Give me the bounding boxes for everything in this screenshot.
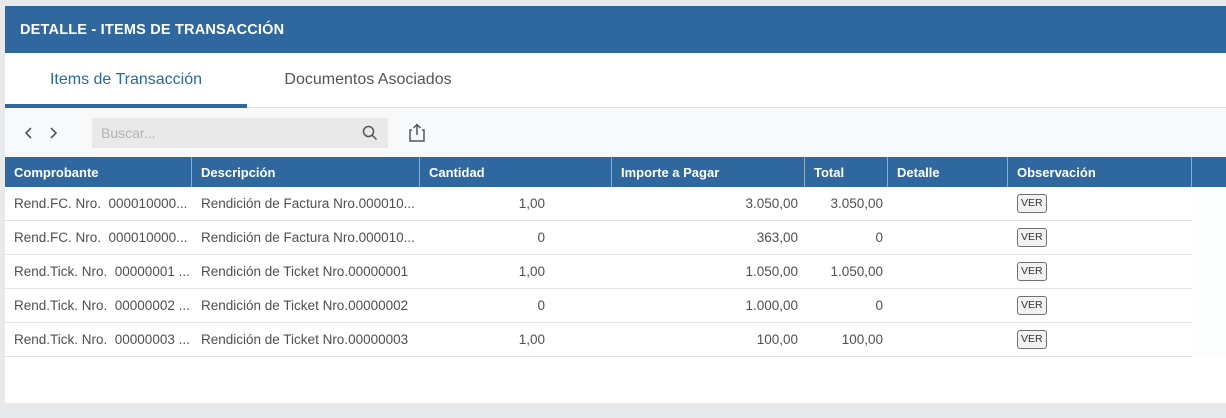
table-body: Rend.FC. Nro. 000010000... Rendición de … bbox=[5, 187, 1226, 357]
cell-total: 1.050,00 bbox=[805, 255, 888, 289]
cell-importe-a-pagar: 1.000,00 bbox=[612, 289, 805, 323]
cell-spacer bbox=[1192, 289, 1226, 323]
cell-spacer bbox=[1192, 187, 1226, 221]
column-header-descripcion[interactable]: Descripción bbox=[192, 157, 420, 187]
cell-observacion: VER bbox=[1008, 255, 1192, 289]
ver-button[interactable]: VER bbox=[1017, 262, 1047, 281]
table-empty-space bbox=[5, 357, 1226, 403]
cell-comprobante: Rend.Tick. Nro. 00000001 ... bbox=[5, 255, 192, 289]
cell-descripcion: Rendición de Ticket Nro.00000002 bbox=[192, 289, 420, 323]
search-box bbox=[92, 117, 388, 148]
cell-detalle bbox=[888, 289, 1008, 323]
cell-total: 0 bbox=[805, 289, 888, 323]
tab-items-de-transaccion[interactable]: Items de Transacción bbox=[5, 53, 247, 108]
cell-comprobante: Rend.FC. Nro. 000010000... bbox=[5, 187, 192, 221]
column-header-comprobante[interactable]: Comprobante bbox=[5, 157, 192, 187]
cell-total: 3.050,00 bbox=[805, 187, 888, 221]
tab-label: Items de Transacción bbox=[49, 71, 203, 88]
prev-page-button[interactable] bbox=[18, 122, 39, 144]
tab-documentos-asociados[interactable]: Documentos Asociados bbox=[247, 53, 489, 107]
panel-title-bar: DETALLE - ITEMS DE TRANSACCIÓN bbox=[5, 6, 1226, 53]
panel-title: DETALLE - ITEMS DE TRANSACCIÓN bbox=[20, 21, 285, 38]
table-header-row: Comprobante Descripción Cantidad Importe… bbox=[5, 157, 1226, 187]
chevron-right-icon bbox=[47, 126, 60, 140]
cell-detalle bbox=[888, 221, 1008, 255]
export-button[interactable] bbox=[403, 118, 431, 148]
cell-spacer bbox=[1192, 221, 1226, 255]
cell-cantidad: 1,00 bbox=[420, 323, 612, 357]
active-tab-indicator bbox=[5, 104, 247, 108]
ver-button[interactable]: VER bbox=[1017, 296, 1047, 315]
next-page-button[interactable] bbox=[43, 122, 64, 144]
chevron-left-icon bbox=[22, 126, 35, 140]
table-row[interactable]: Rend.Tick. Nro. 00000003 ... Rendición d… bbox=[5, 323, 1226, 357]
table-toolbar bbox=[5, 108, 1226, 157]
cell-observacion: VER bbox=[1008, 323, 1192, 357]
cell-cantidad: 0 bbox=[420, 221, 612, 255]
table-row[interactable]: Rend.FC. Nro. 000010000... Rendición de … bbox=[5, 221, 1226, 255]
ver-button[interactable]: VER bbox=[1017, 228, 1047, 247]
column-header-total[interactable]: Total bbox=[805, 157, 888, 187]
column-header-importe-a-pagar[interactable]: Importe a Pagar bbox=[612, 157, 805, 187]
cell-importe-a-pagar: 100,00 bbox=[612, 323, 805, 357]
cell-descripcion: Rendición de Ticket Nro.00000001 bbox=[192, 255, 420, 289]
cell-cantidad: 1,00 bbox=[420, 187, 612, 221]
cell-comprobante: Rend.Tick. Nro. 00000003 ... bbox=[5, 323, 192, 357]
cell-detalle bbox=[888, 323, 1008, 357]
cell-descripcion: Rendición de Factura Nro.000010... bbox=[192, 221, 420, 255]
cell-detalle bbox=[888, 187, 1008, 221]
cell-total: 100,00 bbox=[805, 323, 888, 357]
ver-button[interactable]: VER bbox=[1017, 330, 1047, 349]
cell-spacer bbox=[1192, 255, 1226, 289]
tab-bar: Items de Transacción Documentos Asociado… bbox=[5, 53, 1226, 108]
cell-observacion: VER bbox=[1008, 187, 1192, 221]
table-row[interactable]: Rend.Tick. Nro. 00000002 ... Rendición d… bbox=[5, 289, 1226, 323]
cell-observacion: VER bbox=[1008, 221, 1192, 255]
ver-button[interactable]: VER bbox=[1017, 194, 1047, 213]
column-header-spacer bbox=[1192, 157, 1226, 187]
column-header-observacion[interactable]: Observación bbox=[1008, 157, 1192, 187]
cell-descripcion: Rendición de Ticket Nro.00000003 bbox=[192, 323, 420, 357]
cell-comprobante: Rend.Tick. Nro. 00000002 ... bbox=[5, 289, 192, 323]
cell-importe-a-pagar: 1.050,00 bbox=[612, 255, 805, 289]
cell-cantidad: 0 bbox=[420, 289, 612, 323]
cell-cantidad: 1,00 bbox=[420, 255, 612, 289]
export-icon bbox=[407, 122, 427, 144]
column-header-detalle[interactable]: Detalle bbox=[888, 157, 1008, 187]
transaction-detail-panel: DETALLE - ITEMS DE TRANSACCIÓN Items de … bbox=[5, 6, 1226, 403]
cell-comprobante: Rend.FC. Nro. 000010000... bbox=[5, 221, 192, 255]
tab-label: Documentos Asociados bbox=[284, 71, 452, 88]
cell-spacer bbox=[1192, 323, 1226, 357]
cell-descripcion: Rendición de Factura Nro.000010... bbox=[192, 187, 420, 221]
cell-importe-a-pagar: 3.050,00 bbox=[612, 187, 805, 221]
search-icon bbox=[361, 124, 379, 142]
cell-total: 0 bbox=[805, 221, 888, 255]
cell-detalle bbox=[888, 255, 1008, 289]
table-row[interactable]: Rend.Tick. Nro. 00000001 ... Rendición d… bbox=[5, 255, 1226, 289]
column-header-cantidad[interactable]: Cantidad bbox=[420, 157, 612, 187]
search-input[interactable] bbox=[92, 124, 361, 141]
cell-observacion: VER bbox=[1008, 289, 1192, 323]
cell-importe-a-pagar: 363,00 bbox=[612, 221, 805, 255]
table-row[interactable]: Rend.FC. Nro. 000010000... Rendición de … bbox=[5, 187, 1226, 221]
